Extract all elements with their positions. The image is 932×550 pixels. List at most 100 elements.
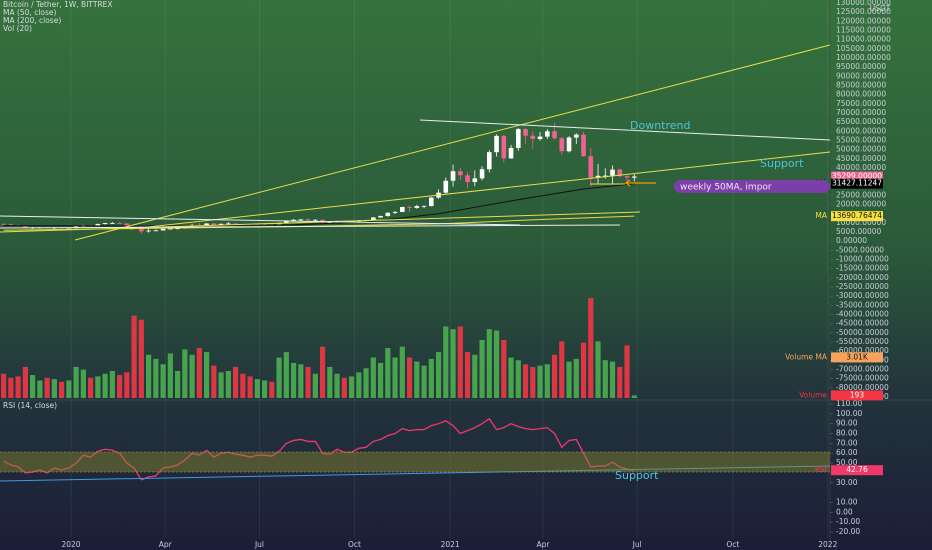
volume-bar xyxy=(182,349,188,398)
volume-bar xyxy=(196,348,202,398)
trendline xyxy=(0,215,521,226)
trendlines xyxy=(0,44,831,482)
candle-body xyxy=(291,219,296,221)
volume-bar xyxy=(225,371,231,398)
volume-bar xyxy=(341,377,347,398)
rsi-line xyxy=(3,417,635,481)
candle-body xyxy=(371,217,376,221)
y-tick-label: 10000.00000 xyxy=(836,218,886,227)
volume-bar xyxy=(414,361,420,398)
volume-bar xyxy=(450,329,456,398)
y-tick-label: 80.00 xyxy=(836,429,858,438)
candle-body xyxy=(624,176,630,178)
volume-bar xyxy=(73,366,79,398)
volume-bar xyxy=(537,365,543,398)
moving-average xyxy=(3,183,635,227)
volume-bar xyxy=(290,362,297,398)
price-tag xyxy=(831,211,883,222)
candle-body xyxy=(450,171,456,181)
volume-bar xyxy=(551,354,558,398)
volume-bar xyxy=(174,371,181,398)
volume-bar xyxy=(167,353,173,398)
legend-entry: MA (50, close) xyxy=(3,8,57,17)
volume-bar xyxy=(153,358,159,398)
volume-bar xyxy=(160,364,166,398)
candle-body xyxy=(407,206,412,208)
callout xyxy=(674,180,830,193)
y-tick-label: 100.00 xyxy=(836,409,862,418)
y-tick-label: 70000.00000 xyxy=(836,108,886,117)
volume-bar xyxy=(595,341,601,398)
candle-body xyxy=(95,224,101,226)
volume-bar xyxy=(530,366,536,398)
volume-bar xyxy=(109,371,115,398)
x-tick-label: Oct xyxy=(726,540,739,549)
candle-body xyxy=(400,206,405,212)
price-tag xyxy=(831,352,883,363)
candle-body xyxy=(465,175,470,183)
volume-bar xyxy=(80,369,86,398)
candle-body xyxy=(602,175,608,177)
candle-body xyxy=(73,226,79,228)
candle-body xyxy=(160,228,166,231)
price-tag-label: 13690.76474 xyxy=(832,211,882,220)
x-tick-label: Apr xyxy=(159,540,173,549)
volume-bar xyxy=(22,366,28,398)
volume-bar xyxy=(305,366,311,398)
volume-bar xyxy=(559,341,565,398)
candle-body xyxy=(284,220,289,224)
volume-bar xyxy=(102,373,108,398)
candle-body xyxy=(327,222,333,224)
volume-bar xyxy=(580,342,587,398)
candle-body xyxy=(515,129,521,148)
candle-body xyxy=(226,223,231,225)
y-tick-label: -40000.00000 xyxy=(836,310,889,319)
volume-bar xyxy=(44,377,50,398)
candle-body xyxy=(8,224,14,226)
candle-body xyxy=(472,178,478,183)
y-tick-label: 75000.00000 xyxy=(836,99,886,108)
volume-bar xyxy=(124,372,130,398)
candle-body xyxy=(559,138,565,152)
y-tick-label: 95000.00000 xyxy=(836,62,886,71)
overlay: 35299.0000031427.11247MA13690.76474MA3.0… xyxy=(785,171,883,476)
price-tag xyxy=(831,390,883,401)
volume-bar xyxy=(377,362,384,398)
y-tick-label: 65000.00000 xyxy=(836,117,886,126)
candle-body xyxy=(218,223,224,226)
volume-bar xyxy=(88,377,94,398)
volume-bar xyxy=(334,373,340,398)
y-tick-label: -70000.00000 xyxy=(836,365,889,374)
y-tick-label: 0.00 xyxy=(836,507,853,516)
volume-bar xyxy=(356,372,362,398)
volume-bar xyxy=(573,358,579,398)
candle-body xyxy=(552,131,557,139)
y-tick-label: 85000.00000 xyxy=(836,80,886,89)
y-tick-label: 50.00 xyxy=(836,458,858,467)
candle-body xyxy=(523,129,528,136)
volume-bar xyxy=(385,348,391,398)
y-tick-label: -45000.00000 xyxy=(836,319,889,328)
volume-bar xyxy=(1,373,7,398)
volume-bar xyxy=(406,357,413,398)
volume-bar xyxy=(479,339,485,398)
y-tick-label: 125000.00000 xyxy=(836,7,891,16)
candle-body xyxy=(414,206,420,208)
candle-body xyxy=(146,230,151,232)
y-tick-label: 45000.00000 xyxy=(836,154,886,163)
volume-bar xyxy=(486,329,492,398)
candle-body xyxy=(610,169,615,176)
candle-body xyxy=(168,228,173,230)
legend-entry: Vol (20) xyxy=(3,24,32,33)
volume-bar xyxy=(261,380,268,398)
volume-bar xyxy=(443,326,449,398)
volume-bar xyxy=(363,368,369,398)
volume-bar xyxy=(131,315,137,398)
price-tag-name: RSI xyxy=(815,465,827,474)
volume-bar xyxy=(66,380,72,398)
volume-bar xyxy=(146,354,152,398)
y-tick-label: 70.00 xyxy=(836,438,858,447)
candle-body xyxy=(313,219,318,221)
volume-bar xyxy=(348,376,355,398)
